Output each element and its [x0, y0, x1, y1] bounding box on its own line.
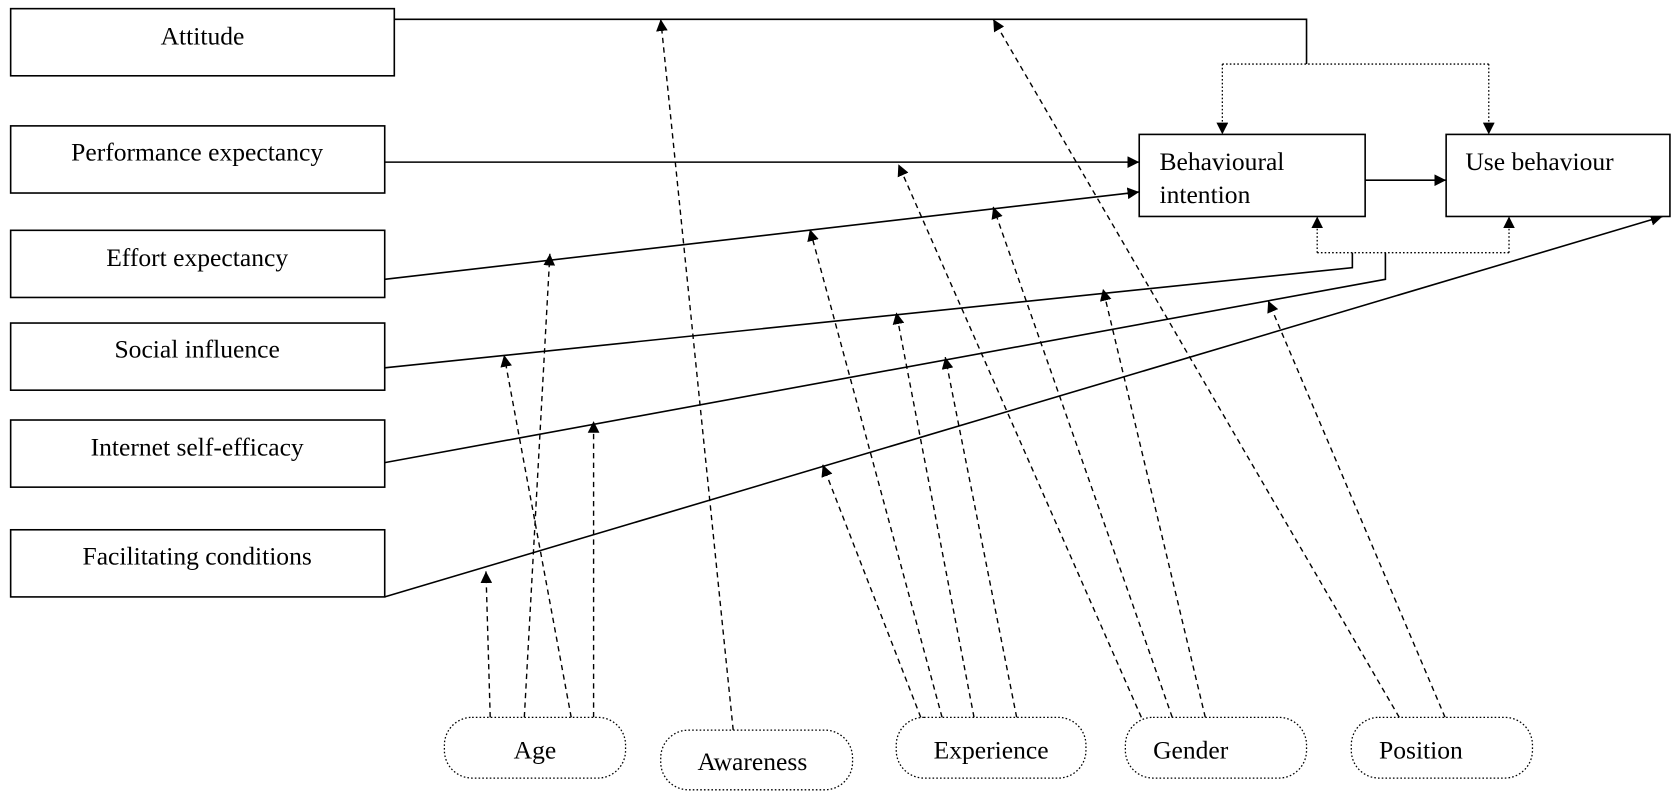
- link: [384, 252, 1387, 464]
- box: [9, 229, 386, 299]
- moderator-box: [443, 716, 627, 779]
- box: [9, 528, 386, 598]
- link: [821, 464, 922, 718]
- node-label: Behavioural: [1159, 147, 1284, 176]
- box: [9, 125, 386, 194]
- moderator-label: Awareness: [697, 747, 807, 776]
- box: [9, 7, 396, 77]
- node-label: Facilitating conditions: [82, 541, 311, 570]
- link: [1100, 288, 1206, 718]
- link: [394, 18, 1308, 65]
- solid-links: [384, 18, 1663, 598]
- moderator-label: Experience: [934, 735, 1049, 764]
- node-label: Social influence: [114, 335, 279, 364]
- box: [9, 419, 386, 488]
- moderator-links: [480, 18, 1446, 731]
- node-label: Internet self-efficacy: [91, 433, 304, 462]
- moderator-box: [1350, 716, 1534, 779]
- node-label: intention: [1159, 180, 1250, 209]
- moderator-label: Age: [514, 735, 557, 764]
- dotted-links: [1216, 63, 1515, 254]
- moderator-box: [660, 729, 854, 791]
- link: [384, 252, 1354, 369]
- link: [500, 354, 572, 718]
- link: [480, 571, 493, 718]
- node-label: Attitude: [161, 21, 245, 50]
- node-label: Use behaviour: [1465, 147, 1614, 176]
- moderator-box: [895, 716, 1087, 779]
- link: [892, 312, 975, 718]
- box: [1445, 133, 1671, 218]
- link: [897, 163, 1142, 718]
- constructs: Attitude Performance expectancy Effort e…: [9, 7, 1671, 598]
- box: [9, 322, 386, 391]
- box: [1138, 133, 1366, 218]
- link: [941, 357, 1018, 718]
- link: [384, 214, 1663, 598]
- moderator-label: Position: [1379, 735, 1463, 764]
- link: [1267, 300, 1446, 718]
- node-label: Effort expectancy: [106, 243, 288, 272]
- link: [807, 229, 943, 718]
- moderator-box: [1124, 716, 1308, 779]
- link: [992, 18, 1400, 718]
- link: [523, 253, 556, 718]
- link: [656, 19, 734, 731]
- link: [384, 187, 1140, 281]
- link: [991, 206, 1173, 718]
- node-label: Performance expectancy: [71, 138, 323, 167]
- moderators: Age Awareness Experience Gender Position: [443, 716, 1534, 791]
- moderator-label: Gender: [1153, 735, 1229, 764]
